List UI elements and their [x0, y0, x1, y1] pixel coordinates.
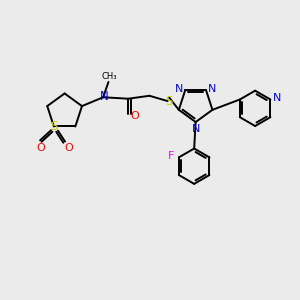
Text: N: N — [208, 84, 217, 94]
Text: N: N — [273, 93, 282, 103]
Text: O: O — [37, 143, 45, 153]
Text: F: F — [167, 151, 174, 161]
Text: S: S — [50, 120, 58, 133]
Text: N: N — [175, 84, 183, 94]
Text: S: S — [165, 95, 172, 108]
Text: O: O — [130, 110, 139, 121]
Text: N: N — [192, 124, 201, 134]
Text: O: O — [64, 143, 73, 153]
Text: N: N — [99, 90, 108, 103]
Text: CH₃: CH₃ — [101, 71, 117, 80]
